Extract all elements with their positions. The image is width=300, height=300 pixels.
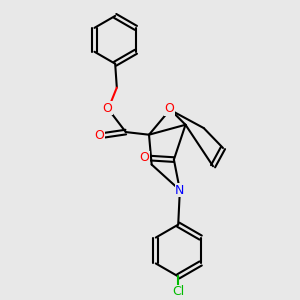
Text: N: N [175, 184, 184, 196]
Text: O: O [103, 102, 112, 115]
Text: O: O [165, 102, 175, 115]
Text: O: O [139, 152, 149, 164]
Text: O: O [94, 129, 104, 142]
Text: Cl: Cl [172, 286, 184, 298]
